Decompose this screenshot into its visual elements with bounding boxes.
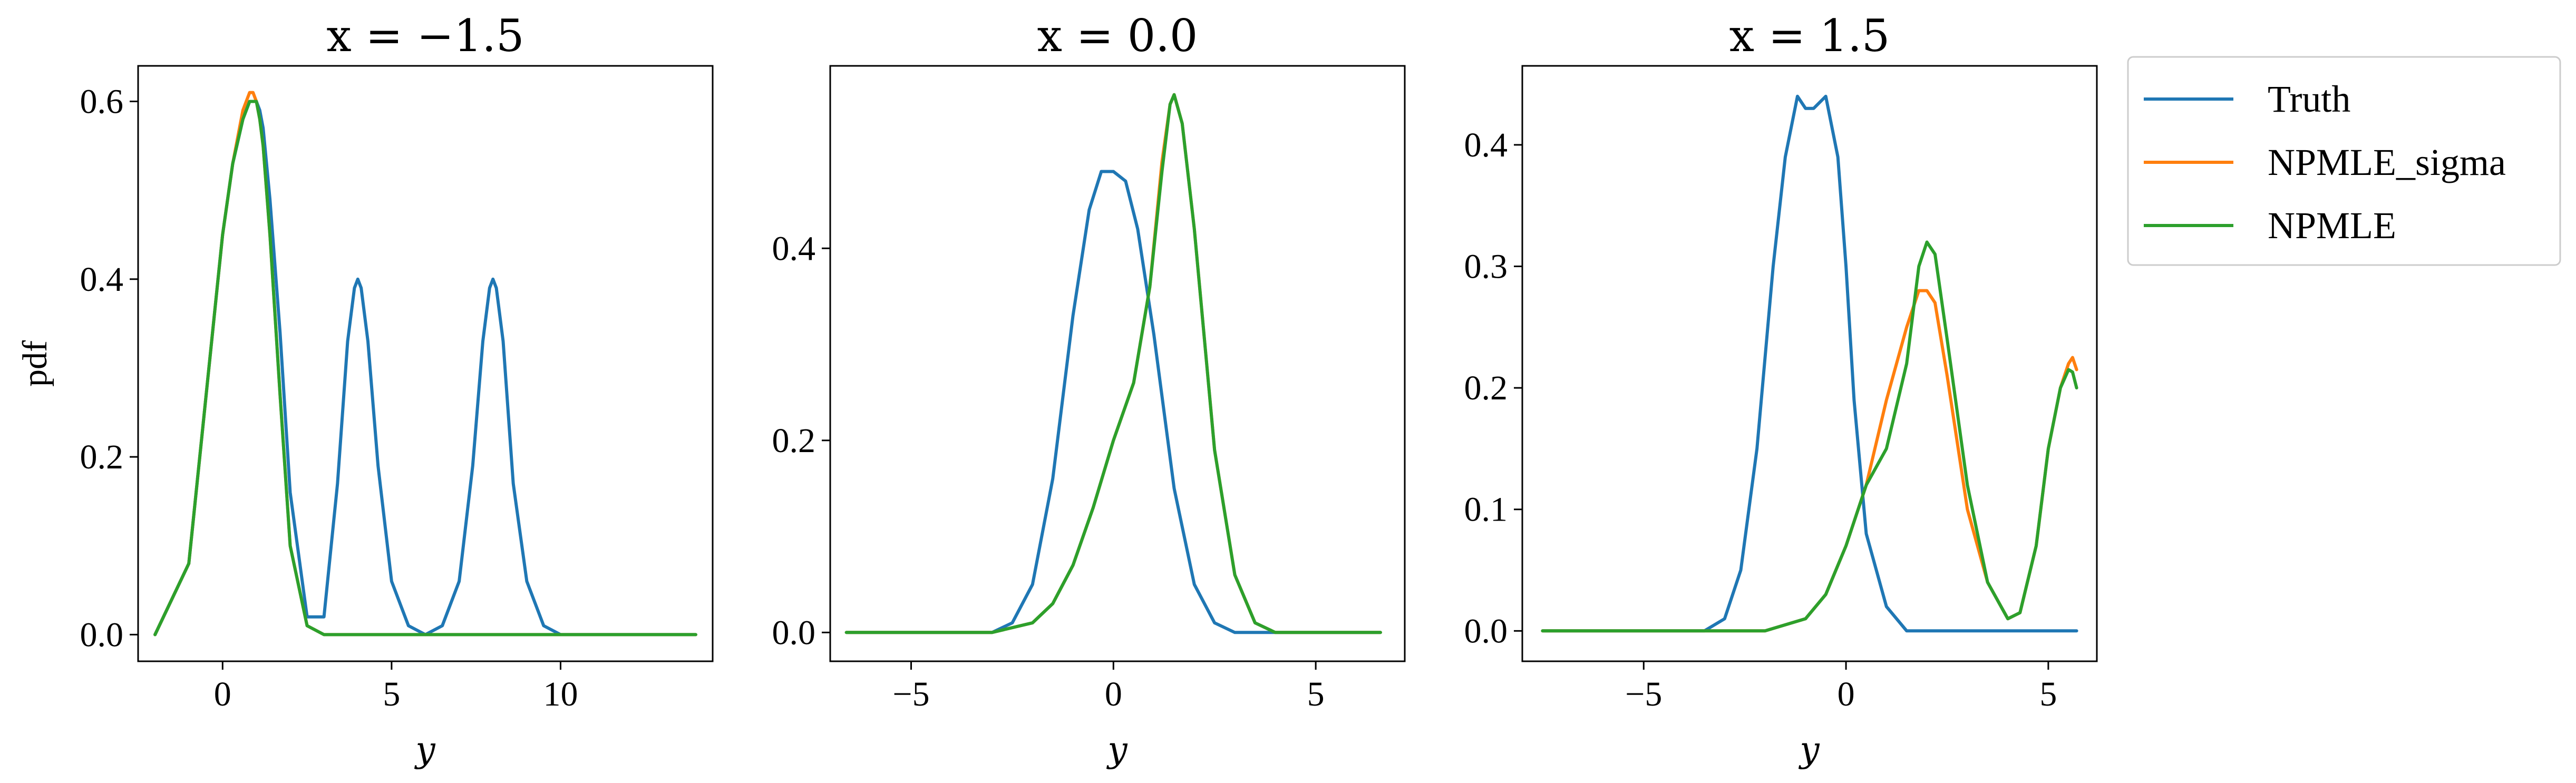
series-line-truth (153, 100, 697, 637)
series-line-truth (1541, 94, 2078, 633)
x-tick-label: 5 (2039, 675, 2057, 713)
series-line-npmle (153, 100, 697, 637)
panels: 0 5 10 0.0 0.2 0.4 0.6 y pdf x = −1.5 −5 0 5 0.0 0.2 0.… (16, 10, 2098, 770)
plot-area-frame (829, 65, 1406, 662)
x-tick-label: 0 (1838, 675, 1855, 713)
y-tick-label: 0.0 (1464, 612, 1508, 650)
series-group (153, 91, 697, 637)
panel-1: 0 5 10 0.0 0.2 0.4 0.6 y pdf x = −1.5 (16, 10, 714, 770)
y-tick-label: 0.4 (80, 260, 124, 299)
y-tick-label: 0.0 (80, 615, 124, 654)
series-line-npmle (1541, 240, 2078, 633)
series-line-npmle-sigma (1541, 289, 2078, 633)
x-tick-label: 0 (1105, 675, 1122, 713)
legend-label-npmle-sigma: NPMLE_sigma (2268, 141, 2506, 183)
y-tick-label: 0.3 (1464, 248, 1508, 286)
legend-label-truth: Truth (2268, 78, 2350, 120)
y-tick-label: 0.2 (80, 438, 124, 476)
series-line-npmle-sigma (844, 93, 1382, 634)
x-axis-label: y (1798, 729, 1820, 770)
x-axis-label: y (1106, 729, 1127, 770)
series-line-truth (844, 170, 1382, 634)
x-tick-label: 0 (214, 675, 231, 713)
y-tick-label: 0.4 (772, 229, 816, 268)
x-axis-label: y (414, 729, 435, 770)
x-tick-label: −5 (892, 675, 929, 713)
y-tick-label: 0.2 (1464, 369, 1508, 407)
legend-label-npmle: NPMLE (2268, 204, 2396, 247)
panel-2: −5 0 5 0.0 0.2 0.4 y x = 0.0 (772, 10, 1406, 770)
legend-frame (2127, 56, 2561, 266)
series-line-npmle (844, 93, 1382, 634)
x-tick-label: 10 (543, 675, 578, 713)
series-group (844, 93, 1382, 634)
panel-title: x = 0.0 (1037, 10, 1198, 62)
panel-3: −5 0 5 0.0 0.1 0.2 0.3 0.4 y x = 1.5 (1464, 10, 2098, 770)
x-tick-label: 5 (383, 675, 400, 713)
x-tick-label: 5 (1307, 675, 1325, 713)
y-tick-label: 0.6 (80, 82, 124, 121)
panel-title: x = 1.5 (1729, 10, 1890, 62)
y-tick-label: 0.1 (1464, 491, 1508, 529)
panel-title: x = −1.5 (326, 10, 524, 62)
series-group (1541, 94, 2078, 633)
legend: Truth NPMLE_sigma NPMLE (2127, 56, 2561, 266)
plot-area-frame (1521, 65, 2098, 662)
plot-area-frame (137, 65, 714, 662)
series-line-npmle-sigma (153, 91, 697, 637)
y-tick-label: 0.4 (1464, 126, 1508, 164)
y-tick-label: 0.0 (772, 613, 816, 652)
x-tick-label: −5 (1625, 675, 1662, 713)
y-axis-label: pdf (16, 340, 54, 387)
y-tick-label: 0.2 (772, 422, 816, 460)
